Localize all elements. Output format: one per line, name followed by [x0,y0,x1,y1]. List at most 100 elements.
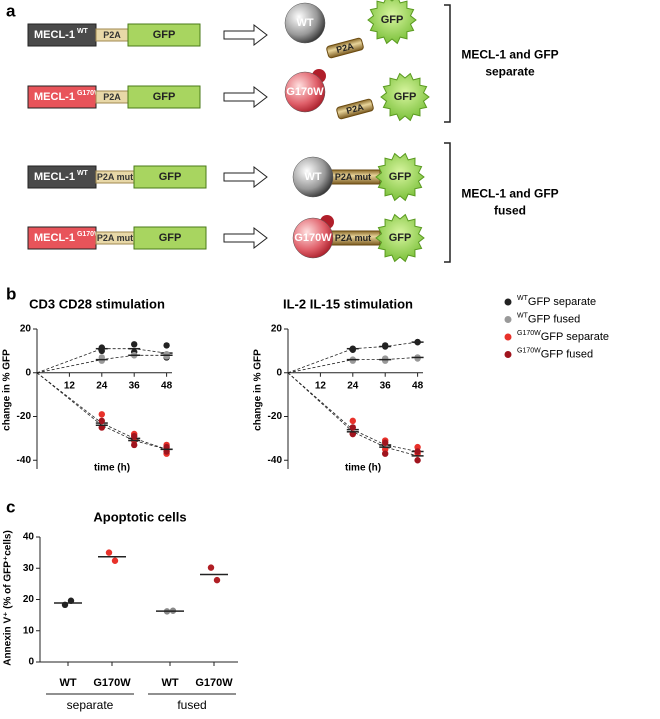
protein [292,156,334,198]
panel-label: b [6,284,16,303]
y-axis-label: Annexin V⁺ (% of GFP⁺cells) [3,530,14,666]
y-tick-label: 0 [25,367,31,378]
series-line [36,348,167,374]
group-label: separate [485,65,535,79]
protein [284,2,326,44]
product-protein: WT [296,17,313,29]
legend-entry: G170WGFP separate [517,330,609,343]
linker-peptide: P2A [326,37,364,59]
data-point [213,576,221,584]
y-tick-label: 20 [271,324,283,335]
legend-sup: G170W [517,347,541,354]
y-tick-label: -20 [17,411,32,422]
construct-name-text: MECL-1 [34,171,75,183]
legend-sup: WT [517,312,529,319]
series-line [287,357,418,374]
legend-entry: WTGFP fused [517,312,580,325]
arrow [223,23,268,47]
replicate-point [349,417,356,425]
legend-entry: G170WGFP fused [517,347,593,360]
panel-label: c [6,497,15,516]
arrow [223,165,268,189]
product-tag: GFP [389,171,412,183]
product-linker: P2A [345,102,365,116]
y-tick-label: 0 [276,367,282,378]
y-axis-label: change in % GFP [2,349,13,431]
series-line [36,372,167,450]
legend-swatch [504,351,512,358]
x-tick-label: 12 [64,380,76,391]
construct-name: MECL-1 G170W [34,231,101,244]
construct-name: MECL-1 WT [34,170,89,183]
protein [292,217,334,259]
y-tick-label: 20 [20,324,32,335]
x-tick-label: 24 [347,380,359,391]
x-tick-label: 36 [380,380,392,391]
data-point [105,549,113,556]
panel-label: a [6,1,16,20]
product-tag: GFP [381,14,404,26]
x-tick-label: G170W [195,677,233,689]
replicate-point [382,450,389,457]
construct-name: MECL-1 WT [34,28,89,41]
x-tick-label: 24 [96,380,108,391]
legend-sup: G170W [517,330,541,337]
construct-name-text: MECL-1 [34,91,75,103]
gfp-box [127,23,201,47]
bracket [444,142,451,263]
product-linker: P2A mut [335,172,371,182]
construct-name: MECL-1 G170W [34,90,101,103]
replicate-point [98,411,106,418]
construct-variant: WT [77,28,89,35]
x-tick-label: G170W [93,677,131,689]
y-tick-label: 40 [23,532,35,543]
series-line [36,372,167,450]
y-tick-label: 30 [23,563,35,574]
gfp-star [375,213,425,263]
data-point [111,557,119,564]
gfp-label: GFP [159,232,182,244]
y-tick-label: 20 [23,594,35,605]
group-label: MECL-1 and GFP [461,48,558,62]
legend-rest: GFP fused [541,348,593,360]
product-linker: P2A [335,41,355,55]
replicate-point [382,342,389,349]
gfp-label: GFP [153,91,176,103]
replicate-point [414,443,421,451]
y-tick-label: 10 [23,625,35,636]
replicate-point [163,342,170,349]
x-tick-label: WT [59,677,76,689]
arrow [223,85,268,109]
y-axis-label: change in % GFP [253,349,264,431]
x-tick-label: 12 [315,380,327,391]
bracket [444,4,451,123]
construct-variant: G170W [77,231,101,238]
gfp-star [380,72,430,122]
y-tick-label: -40 [268,455,283,466]
replicate-point [131,441,138,449]
product-tag: GFP [394,91,417,103]
gfp-box [127,85,201,109]
x-axis-label: time (h) [94,463,130,474]
linker-label: P2A mut [97,233,133,243]
legend-rest: GFP fused [528,313,580,325]
arrow [223,226,268,250]
construct-name-text: MECL-1 [34,232,75,244]
construct-variant: WT [77,170,89,177]
group-label: fused [494,204,526,218]
gfp-label: GFP [159,171,182,183]
series-line [287,372,418,457]
construct-name-text: MECL-1 [34,29,75,41]
chart-title: CD3 CD28 stimulation [29,296,165,311]
product-protein: G170W [286,86,324,98]
group-label: MECL-1 and GFP [461,187,558,201]
legend-entry: WTGFP separate [517,295,596,308]
gfp-star [367,0,417,45]
gfp-box [133,226,207,250]
x-axis-label: time (h) [345,463,381,474]
replicate-point [131,341,138,348]
replicate-point [382,355,389,362]
replicate-point [98,417,106,425]
